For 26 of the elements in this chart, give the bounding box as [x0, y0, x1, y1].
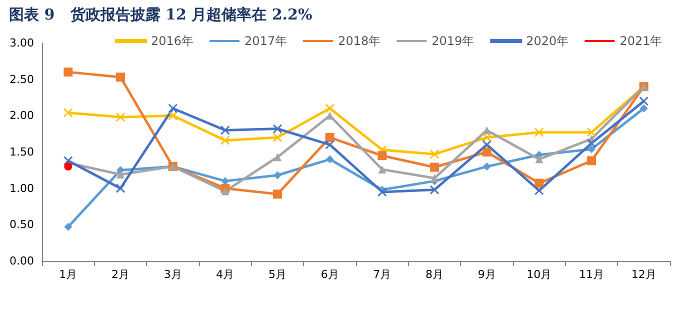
- y-tick-label: 0.00: [10, 254, 34, 268]
- x-tick-label: 8月: [426, 268, 444, 281]
- x-tick-label: 7月: [373, 268, 392, 281]
- x-tick-label: 11月: [579, 268, 604, 281]
- chart-title: 图表 9 货政报告披露 12 月超储率在 2.2%: [9, 6, 312, 24]
- y-tick-label: 2.50: [10, 72, 34, 86]
- legend-label: 2021年: [620, 34, 662, 48]
- y-tick-label: 1.50: [10, 146, 34, 158]
- x-tick-label: 2月: [112, 268, 130, 281]
- legend-label: 2018年: [338, 34, 381, 48]
- x-tick-label: 1月: [59, 268, 78, 281]
- x-tick-label: 10月: [526, 268, 552, 281]
- y-tick-label: 0.50: [10, 218, 34, 232]
- x-tick-label: 5月: [268, 268, 286, 281]
- x-tick-label: 9月: [478, 268, 496, 281]
- x-tick-label: 12月: [631, 268, 656, 281]
- legend-label: 2017年: [244, 34, 288, 48]
- y-tick-label: 2.00: [10, 109, 34, 122]
- x-tick-label: 6月: [320, 268, 339, 281]
- legend-label: 2020年: [526, 34, 569, 48]
- legend-label: 2019年: [432, 34, 474, 48]
- legend-label: 2016年: [151, 34, 194, 48]
- x-tick-label: 4月: [216, 268, 234, 281]
- y-tick-label: 1.00: [10, 182, 34, 195]
- y-tick-label: 3.00: [10, 36, 34, 50]
- x-tick-label: 3月: [164, 268, 182, 281]
